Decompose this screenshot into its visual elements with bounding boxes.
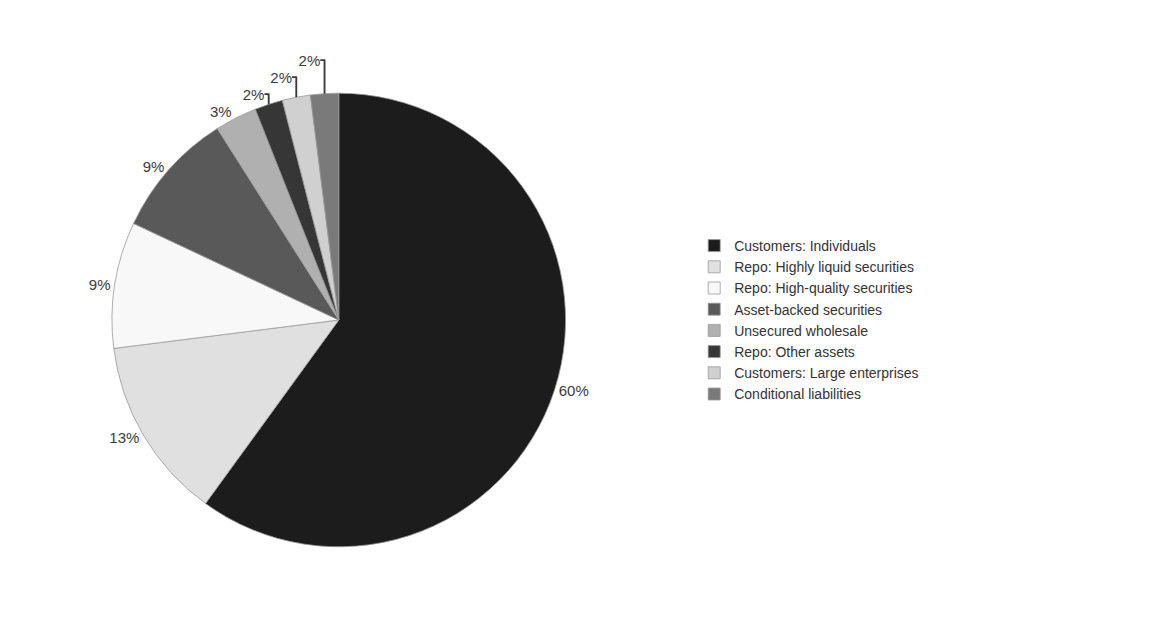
svg-text:Repo: Highly liquid securities: Repo: Highly liquid securities <box>734 259 914 275</box>
svg-text:Conditional liabilities: Conditional liabilities <box>734 386 861 402</box>
svg-text:2%: 2% <box>270 69 292 86</box>
svg-text:13%: 13% <box>109 429 139 446</box>
svg-text:3%: 3% <box>210 103 232 120</box>
svg-text:Customers: Large enterprises: Customers: Large enterprises <box>734 365 918 381</box>
svg-text:60%: 60% <box>559 382 589 399</box>
svg-text:2%: 2% <box>299 52 321 69</box>
svg-text:Repo: Other assets: Repo: Other assets <box>734 344 855 360</box>
svg-text:Unsecured wholesale: Unsecured wholesale <box>734 323 868 339</box>
svg-text:Asset-backed securities: Asset-backed securities <box>734 302 882 318</box>
svg-text:9%: 9% <box>89 276 111 293</box>
svg-text:9%: 9% <box>143 158 165 175</box>
svg-text:Customers: Individuals: Customers: Individuals <box>734 238 876 254</box>
svg-text:Repo: High-quality securities: Repo: High-quality securities <box>734 280 912 296</box>
svg-text:2%: 2% <box>243 86 265 103</box>
